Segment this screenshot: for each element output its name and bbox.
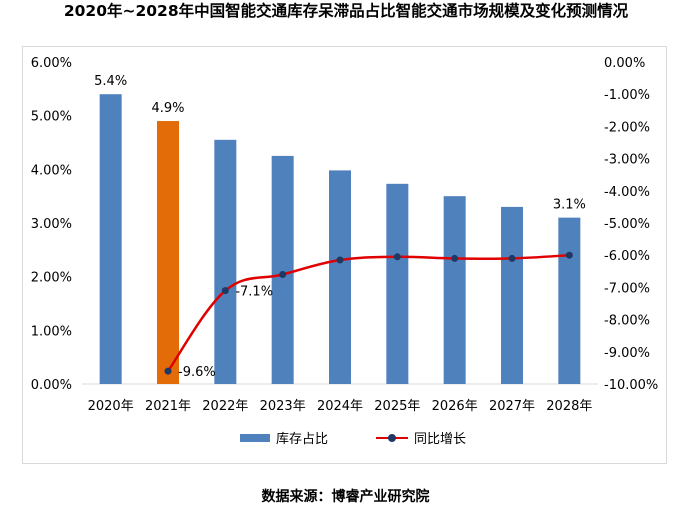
chart-frame [22, 46, 667, 464]
line-point [221, 287, 229, 295]
y-right-tick-label: -3.00% [604, 153, 650, 168]
bar [386, 183, 409, 384]
chart-canvas: 0.00% 1.00% 2.00% 3.00% 4.00% 5.00% 6.00% -10.0… [31, 56, 659, 414]
line-point [336, 256, 344, 264]
line-point [565, 251, 573, 259]
bar-data-label: 4.9% [151, 101, 184, 116]
bar [329, 170, 351, 384]
y-right-tick-label: -6.00% [604, 249, 650, 264]
line-data-label: -7.1% [235, 285, 273, 300]
chart-title: 2020年~2028年中国智能交通库存呆滞品占比智能交通市场规模及变化预测情况 [63, 2, 629, 20]
x-tick-label: 2022年 [202, 399, 248, 414]
bar [271, 155, 294, 384]
y-left-tick-label: 2.00% [31, 271, 72, 286]
bar [157, 121, 179, 385]
x-tick-label: 2026年 [432, 399, 478, 414]
bar [214, 139, 237, 384]
line-point [164, 367, 172, 375]
x-tick-label: 2027年 [489, 399, 535, 414]
y-right-tick-label: -5.00% [604, 217, 650, 232]
line-point [393, 253, 401, 261]
y-right-tick-label: -4.00% [604, 185, 650, 200]
line-point [508, 254, 516, 262]
legend-label-bar: 库存占比 [276, 432, 329, 447]
x-tick-label: 2023年 [260, 399, 306, 414]
bar-data-label: 5.4% [94, 74, 127, 89]
x-tick-label: 2024年 [317, 399, 363, 414]
line-data-label: -9.6% [178, 365, 216, 380]
x-tick-label: 2020年 [88, 399, 134, 414]
y-left-tick-label: 3.00% [31, 217, 72, 232]
y-left-tick-label: 4.00% [31, 163, 72, 178]
y-right-tick-label: -10.00% [604, 378, 658, 393]
line-point [451, 254, 459, 262]
y-left-tick-label: 5.00% [31, 110, 72, 125]
source-note: 数据来源：博睿产业研究院 [261, 489, 430, 505]
legend-line-swatch [376, 433, 409, 443]
y-left-tick-label: 6.00% [31, 56, 72, 71]
y-left-tick-label: 1.00% [31, 324, 72, 339]
legend-label-line: 同比增长 [414, 432, 467, 447]
x-tick-label: 2028年 [546, 399, 592, 414]
bar [99, 94, 122, 384]
y-right-tick-label: -2.00% [604, 120, 650, 135]
bar [443, 196, 466, 384]
x-tick-label: 2025年 [374, 399, 420, 414]
x-tick-label: 2021年 [145, 399, 191, 414]
bar [558, 217, 581, 384]
y-right-tick-label: -8.00% [604, 314, 650, 329]
legend: 库存占比 同比增长 [240, 428, 466, 447]
y-right-tick-label: -1.00% [604, 88, 650, 103]
y-right-tick-label: -7.00% [604, 281, 650, 296]
y-right-tick-label: -9.00% [604, 346, 650, 361]
legend-bar-swatch [240, 433, 270, 442]
y-right-tick-label: 0.00% [604, 56, 645, 71]
bar-data-label: 3.1% [553, 198, 586, 213]
line-point [279, 271, 287, 279]
bar [501, 206, 523, 384]
y-left-tick-label: 0.00% [31, 378, 72, 393]
